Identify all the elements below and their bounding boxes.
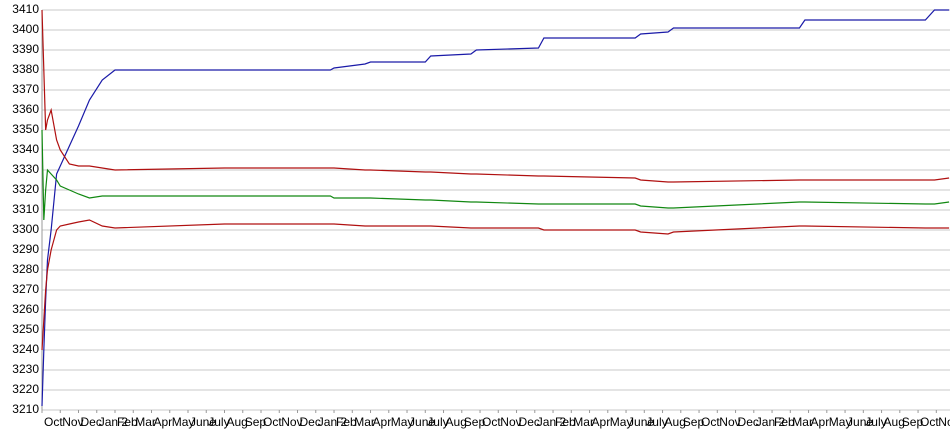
x-tick-label: Sep: [902, 415, 924, 429]
x-tick-label: Nov: [62, 415, 83, 429]
x-tick-label: Oct: [263, 415, 282, 429]
y-tick-label: 3370: [12, 82, 39, 96]
series-line: [41, 9, 950, 183]
y-tick-label: 3350: [12, 122, 39, 136]
x-tick-label: Sep: [464, 415, 486, 429]
x-tick-label: Jan 2: [318, 415, 348, 429]
series-line: [41, 9, 950, 407]
x-tick-label: June: [409, 415, 435, 429]
y-tick-label: 3280: [12, 262, 39, 276]
x-tick-label: Aug: [446, 415, 467, 429]
x-tick-label: Dec: [738, 415, 759, 429]
x-tick-label: Oct: [701, 415, 720, 429]
x-tick-label: Nov: [281, 415, 302, 429]
y-tick-label: 3270: [12, 282, 39, 296]
y-tick-label: 3290: [12, 242, 39, 256]
x-tick-label: July: [646, 415, 667, 429]
x-tick-label: Feb: [774, 415, 795, 429]
x-tick-label: Aug: [884, 415, 905, 429]
x-tick-label: Feb: [555, 415, 576, 429]
y-tick-label: 3380: [12, 62, 39, 76]
x-tick-label: Oct: [920, 415, 939, 429]
y-tick-label: 3330: [12, 162, 39, 176]
x-tick-label: Jan 2: [537, 415, 567, 429]
x-tick-label: Mar: [354, 415, 375, 429]
x-tick-label: Jan 2: [756, 415, 786, 429]
y-tick-label: 3360: [12, 102, 39, 116]
x-tick-label: May: [610, 415, 633, 429]
x-tick-label: Nov: [500, 415, 521, 429]
x-tick-label: Oct: [482, 415, 501, 429]
y-tick-label: 3410: [12, 2, 39, 16]
y-tick-label: 3340: [12, 142, 39, 156]
x-tick-label: May: [391, 415, 414, 429]
x-tick-label: May: [829, 415, 852, 429]
y-tick-label: 3320: [12, 182, 39, 196]
y-tick-label: 3210: [12, 402, 39, 416]
y-tick-label: 3390: [12, 42, 39, 56]
y-tick-label: 3300: [12, 222, 39, 236]
x-tick-label: June: [628, 415, 654, 429]
x-tick-label: Sep: [245, 415, 267, 429]
x-tick-label: Nov: [938, 415, 950, 429]
y-tick-label: 3310: [12, 202, 39, 216]
x-tick-label: July: [208, 415, 229, 429]
x-tick-label: Apr: [811, 415, 830, 429]
x-tick-label: Feb: [117, 415, 138, 429]
x-tick-label: Mar: [573, 415, 594, 429]
x-tick-label: Aug: [665, 415, 686, 429]
x-tick-label: June: [847, 415, 873, 429]
y-tick-label: 3220: [12, 382, 39, 396]
x-tick-label: Apr: [592, 415, 611, 429]
x-tick-label: Aug: [227, 415, 248, 429]
x-tick-label: Feb: [336, 415, 357, 429]
y-tick-label: 3260: [12, 302, 39, 316]
x-tick-label: Apr: [373, 415, 392, 429]
x-tick-label: Mar: [135, 415, 156, 429]
series-line: [41, 129, 950, 221]
x-tick-label: Jan 2: [99, 415, 129, 429]
x-tick-label: June: [190, 415, 216, 429]
y-tick-label: 3240: [12, 342, 39, 356]
x-tick-label: Sep: [683, 415, 705, 429]
x-tick-label: Apr: [154, 415, 173, 429]
y-tick-label: 3400: [12, 22, 39, 36]
x-tick-label: Dec: [81, 415, 102, 429]
x-tick-label: May: [172, 415, 195, 429]
x-tick-label: Oct: [44, 415, 63, 429]
y-tick-label: 3250: [12, 322, 39, 336]
x-tick-label: Mar: [792, 415, 813, 429]
x-tick-label: July: [427, 415, 448, 429]
y-tick-label: 3230: [12, 362, 39, 376]
x-tick-label: July: [865, 415, 886, 429]
x-tick-label: Dec: [519, 415, 540, 429]
series-line: [41, 219, 950, 351]
x-tick-label: Dec: [300, 415, 321, 429]
x-tick-label: Nov: [719, 415, 740, 429]
